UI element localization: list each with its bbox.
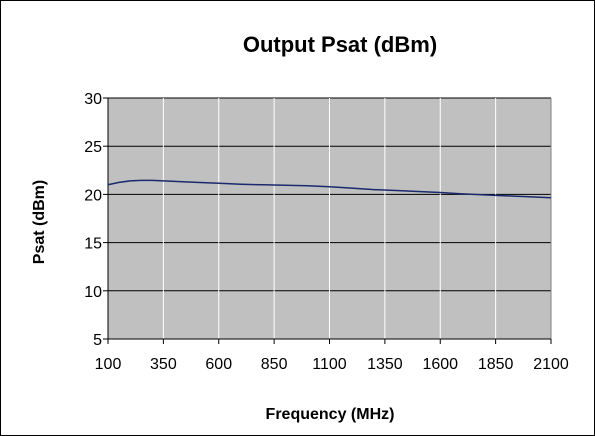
series-group xyxy=(107,179,552,199)
x-tick-label: 2100 xyxy=(533,356,569,373)
x-tick-label: 1350 xyxy=(367,356,403,373)
y-axis-label: Psat (dBm) xyxy=(31,180,48,264)
y-tick-label: 10 xyxy=(84,284,102,301)
y-tick-label: 25 xyxy=(84,139,102,156)
y-tick-labels: 5 10 15 20 25 30 xyxy=(84,91,108,349)
x-tick-labels: 100 350 600 850 1100 1350 1600 1850 2100 xyxy=(95,339,569,373)
x-tick-label: 850 xyxy=(261,356,288,373)
series-line-0 xyxy=(107,179,552,199)
y-tick-label: 5 xyxy=(93,332,102,349)
vertical-gridlines xyxy=(162,98,552,339)
x-tick-label: 350 xyxy=(150,356,177,373)
x-tick-label: 1100 xyxy=(312,356,347,373)
y-tick-label: 30 xyxy=(84,91,102,108)
chart-title: Output Psat (dBm) xyxy=(243,32,437,57)
x-axis-label: Frequency (MHz) xyxy=(266,406,395,423)
x-tick-label: 1600 xyxy=(422,356,458,373)
x-tick-label: 1850 xyxy=(478,356,514,373)
y-tick-label: 20 xyxy=(84,187,102,204)
y-tick-label: 15 xyxy=(84,236,102,253)
x-tick-label: 600 xyxy=(205,356,232,373)
x-tick-label: 100 xyxy=(95,356,122,373)
